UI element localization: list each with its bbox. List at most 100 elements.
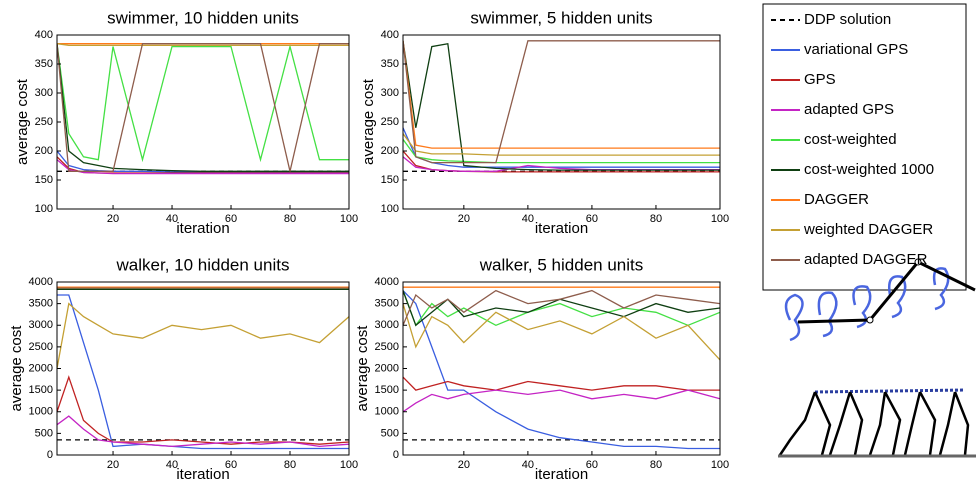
swimmer-trace xyxy=(888,275,907,319)
y-tick-label: 150 xyxy=(35,174,53,186)
series-group xyxy=(57,286,349,450)
series-group xyxy=(403,40,720,173)
x-tick-label: 60 xyxy=(586,213,598,225)
joint xyxy=(866,316,874,324)
series-line xyxy=(403,290,720,450)
series-group xyxy=(403,286,720,450)
y-tick-label: 300 xyxy=(35,87,53,99)
legend-label: adapted GPS xyxy=(804,101,894,118)
x-tick-label: 40 xyxy=(522,459,534,471)
x-tick-label: 20 xyxy=(107,213,119,225)
series-group xyxy=(57,43,349,175)
y-tick-label: 2000 xyxy=(375,362,399,374)
y-tick-label: 3500 xyxy=(375,298,399,310)
y-tick-label: 2000 xyxy=(29,362,53,374)
legend-label: cost-weighted xyxy=(804,131,897,148)
y-tick-label: 300 xyxy=(381,87,399,99)
y-tick-label: 4000 xyxy=(29,276,53,288)
x-axis-label: iteration xyxy=(176,220,229,237)
legend-label: weighted DAGGER xyxy=(803,221,933,238)
series-line xyxy=(57,302,349,369)
x-tick-label: 60 xyxy=(586,459,598,471)
legend-label: variational GPS xyxy=(804,41,908,58)
y-tick-label: 2500 xyxy=(29,341,53,353)
y-tick-label: 0 xyxy=(393,449,399,461)
x-tick-label: 20 xyxy=(458,459,470,471)
y-tick-label: 200 xyxy=(35,145,53,157)
y-axis-label: average cost xyxy=(14,78,31,165)
subplot: 0 500 1000 1500 2000 2500 3000 3500 4000 20 40 60 80… xyxy=(354,255,729,482)
x-axis-label: iteration xyxy=(176,466,229,483)
x-axis-label: iteration xyxy=(535,220,588,237)
y-tick-label: 4000 xyxy=(375,276,399,288)
x-tick-label: 40 xyxy=(166,459,178,471)
swimmer-trace xyxy=(817,291,838,338)
plot-area xyxy=(57,282,349,455)
swimmer-trace xyxy=(784,293,804,342)
x-tick-label: 100 xyxy=(340,213,358,225)
subplot: 0 500 1000 1500 2000 2500 3000 3500 4000 20 40 60 80… xyxy=(8,255,358,482)
y-tick-label: 250 xyxy=(381,116,399,128)
x-tick-label: 60 xyxy=(225,213,237,225)
y-tick-label: 3500 xyxy=(29,298,53,310)
x-tick-label: 60 xyxy=(225,459,237,471)
x-tick-label: 80 xyxy=(284,459,296,471)
plot-area xyxy=(57,35,349,209)
y-tick-label: 1500 xyxy=(375,384,399,396)
y-tick-label: 100 xyxy=(35,203,53,215)
series-line xyxy=(57,43,349,163)
x-tick-label: 100 xyxy=(711,459,729,471)
joint xyxy=(914,258,922,266)
chart-title: swimmer, 5 hidden units xyxy=(470,8,652,27)
series-line xyxy=(403,289,720,326)
y-tick-label: 250 xyxy=(35,116,53,128)
series-line xyxy=(403,303,720,361)
series-line xyxy=(57,415,349,448)
x-tick-label: 80 xyxy=(650,459,662,471)
x-tick-label: 100 xyxy=(340,459,358,471)
series-line xyxy=(57,43,349,47)
walker-trace xyxy=(814,388,966,394)
swimmer-body xyxy=(797,260,976,324)
legend-box xyxy=(762,3,967,291)
series-line xyxy=(403,290,720,327)
chart-title: swimmer, 10 hidden units xyxy=(107,8,299,27)
x-tick-label: 80 xyxy=(284,213,296,225)
series-line xyxy=(57,43,349,172)
y-axis-label: average cost xyxy=(360,78,377,165)
legend-label: cost-weighted 1000 xyxy=(804,161,934,178)
y-tick-label: 200 xyxy=(381,145,399,157)
plot-area xyxy=(403,282,720,455)
subplot: 100 150 200 250 300 350 400 20 40 60 80 100 swimmer,… xyxy=(14,8,358,236)
y-tick-label: 2500 xyxy=(375,341,399,353)
legend: DDP solution variational GPS GPS adapted GP… xyxy=(771,11,934,268)
x-tick-label: 20 xyxy=(107,459,119,471)
x-tick-label: 20 xyxy=(458,213,470,225)
series-line xyxy=(403,139,720,164)
y-tick-label: 1000 xyxy=(375,406,399,418)
x-tick-label: 40 xyxy=(522,213,534,225)
walker-illustration xyxy=(778,388,976,458)
y-tick-label: 3000 xyxy=(29,319,53,331)
y-tick-label: 1500 xyxy=(29,384,53,396)
x-tick-label: 80 xyxy=(650,213,662,225)
y-tick-label: 400 xyxy=(35,29,53,41)
swimmer-illustration xyxy=(784,258,976,342)
plot-area xyxy=(403,35,720,209)
series-line xyxy=(403,133,720,156)
y-tick-label: 400 xyxy=(381,29,399,41)
subplot: 100 150 200 250 300 350 400 20 40 60 80 100 swimmer,… xyxy=(360,8,729,236)
legend-label: GPS xyxy=(804,71,836,88)
legend-label: DDP solution xyxy=(804,11,891,28)
y-tick-label: 150 xyxy=(381,174,399,186)
legend-label: DAGGER xyxy=(804,191,869,208)
legend-label: adapted DAGGER xyxy=(804,251,928,268)
y-tick-label: 500 xyxy=(381,427,399,439)
y-tick-label: 0 xyxy=(47,449,53,461)
chart-title: walker, 10 hidden units xyxy=(116,255,290,274)
walker-legs xyxy=(778,391,970,456)
x-axis-label: iteration xyxy=(535,466,588,483)
x-tick-label: 40 xyxy=(166,213,178,225)
y-tick-label: 100 xyxy=(381,203,399,215)
